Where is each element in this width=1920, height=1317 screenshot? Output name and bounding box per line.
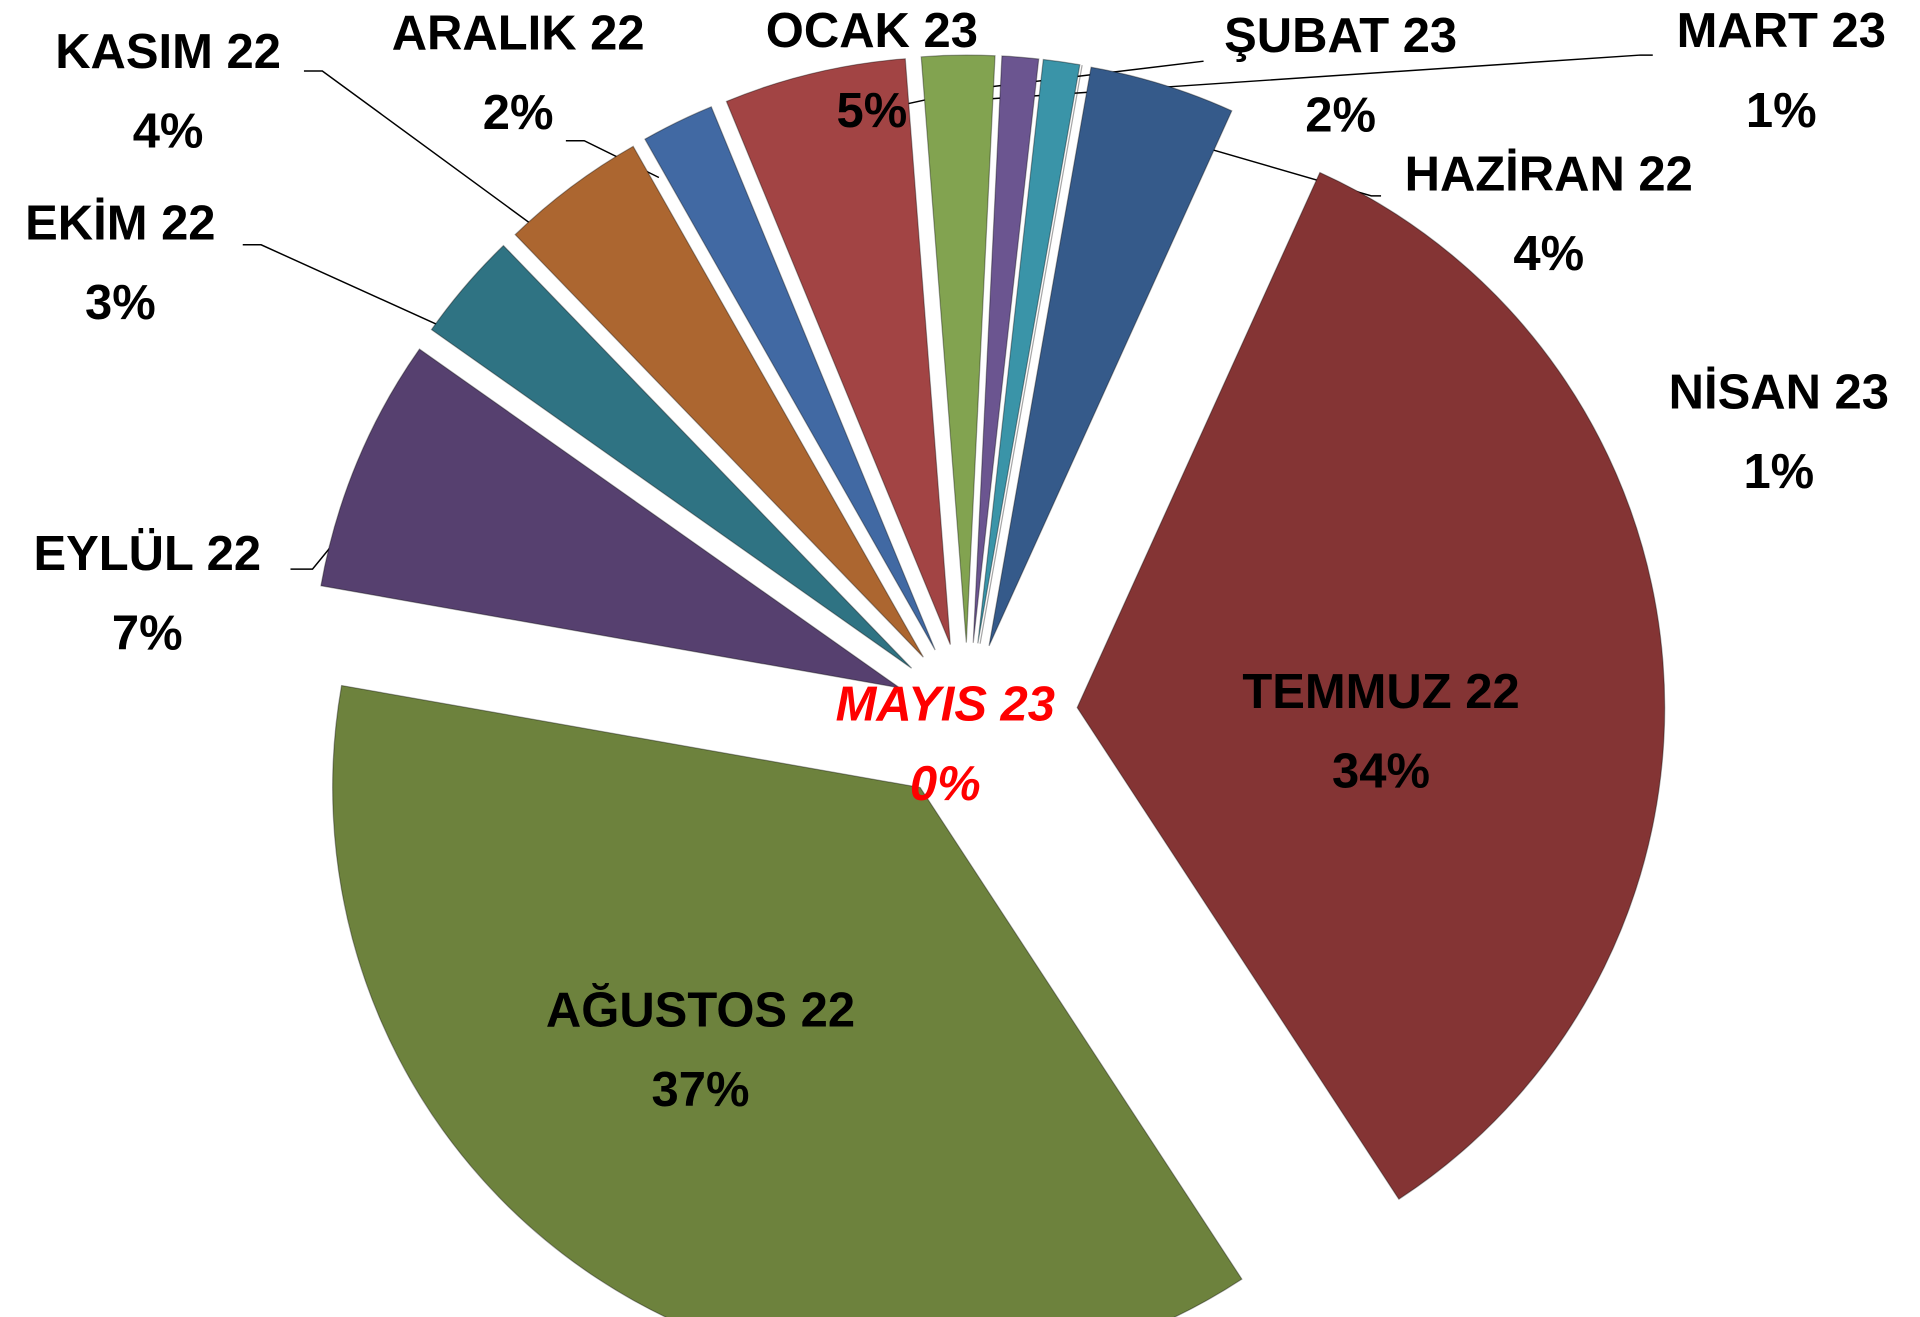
slice-value-label: 4% (1513, 227, 1584, 281)
slice-value-label: 0% (910, 757, 981, 811)
slice-label: EKİM 22 (25, 196, 215, 250)
leader-line (967, 54, 1653, 102)
pie-slice (972, 55, 1040, 643)
slice-value-label: 2% (483, 86, 554, 140)
slice-label: AĞUSTOS 22 (546, 983, 855, 1037)
slice-label: NİSAN 23 (1669, 365, 1889, 419)
slice-value-label: 3% (85, 276, 156, 330)
slice-label: MAYIS 23 (836, 677, 1055, 731)
slice-value-label: 1% (1743, 445, 1814, 499)
pie-slice (725, 58, 951, 645)
slice-value-label: 2% (1305, 89, 1376, 143)
slice-value-label: 4% (133, 105, 204, 159)
slice-label: ARALIK 22 (392, 7, 645, 61)
pie-slice (320, 348, 900, 689)
slice-value-label: 5% (837, 84, 908, 138)
slice-label: ŞUBAT 23 (1224, 9, 1457, 63)
pie-slice (644, 106, 936, 651)
slice-value-label: 37% (652, 1063, 750, 1117)
pie-slice (920, 54, 996, 643)
slice-value-label: 1% (1746, 84, 1817, 138)
pie-slice (977, 58, 1081, 644)
slice-label: MART 23 (1677, 4, 1886, 58)
slice-label: KASIM 22 (55, 25, 281, 79)
pie-slice (514, 145, 924, 658)
slice-value-label: 34% (1332, 745, 1430, 799)
slice-label: HAZİRAN 22 (1405, 147, 1693, 201)
slice-label: EYLÜL 22 (33, 527, 261, 581)
pie-slice (332, 684, 1243, 1317)
pie-slice (430, 244, 913, 669)
pie-slice (988, 66, 1233, 647)
slice-label: OCAK 23 (766, 4, 978, 58)
leader-line (303, 70, 552, 240)
slice-value-label: 7% (112, 606, 183, 660)
slice-label: TEMMUZ 22 (1242, 665, 1519, 719)
pie-slice (1076, 171, 1666, 1201)
leader-line (242, 244, 457, 334)
